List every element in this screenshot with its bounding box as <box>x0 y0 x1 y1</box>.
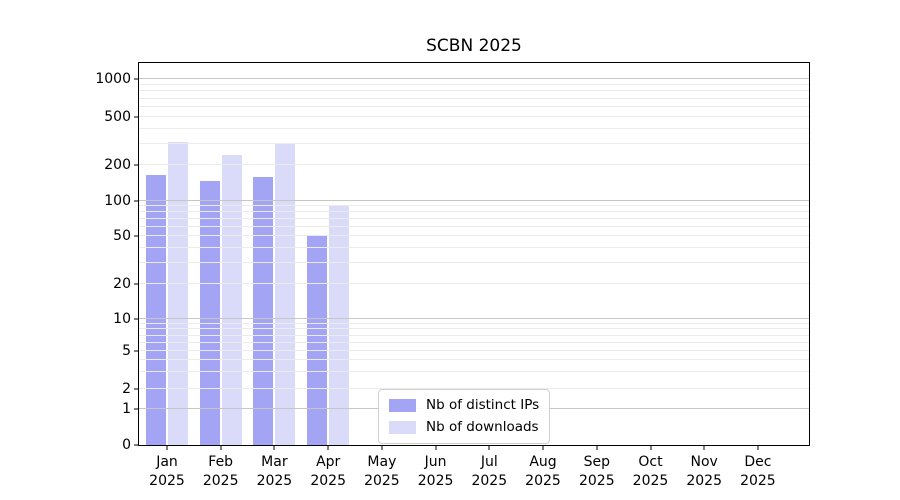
x-tick-year: 2025 <box>471 473 508 489</box>
gridline-minor <box>139 90 809 92</box>
x-tick-year: 2025 <box>417 473 454 489</box>
y-tick-label: 0 <box>122 437 131 453</box>
y-tick-mark <box>134 200 139 202</box>
x-tick-mark <box>596 445 598 450</box>
x-tick-mark <box>703 445 705 450</box>
x-tick-month: May <box>367 454 397 470</box>
x-tick-mark <box>273 445 275 450</box>
x-tick-year: 2025 <box>364 473 400 489</box>
y-tick-label: 500 <box>104 109 131 125</box>
y-tick-label: 50 <box>113 228 131 244</box>
y-tick-mark <box>134 444 139 446</box>
bar-distinct-ips <box>307 236 328 445</box>
legend-label: Nb of distinct IPs <box>426 397 540 413</box>
x-tick-month: Nov <box>690 454 718 470</box>
x-tick-mark <box>435 445 437 450</box>
y-tick-mark <box>134 116 139 118</box>
x-tick-month: Jun <box>424 454 447 470</box>
x-tick-year: 2025 <box>740 473 776 489</box>
y-tick-mark <box>134 350 139 352</box>
x-tick-month: Dec <box>744 454 772 470</box>
x-tick-label: Jun 2025 <box>401 453 471 491</box>
y-tick-label: 2 <box>122 381 131 397</box>
y-tick-mark <box>134 283 139 285</box>
bar-downloads <box>168 142 188 445</box>
bar-distinct-ips <box>253 177 274 445</box>
x-tick-year: 2025 <box>149 473 185 489</box>
x-tick-month: Aug <box>529 454 557 470</box>
x-tick-year: 2025 <box>525 473 561 489</box>
x-tick-label: May 2025 <box>347 453 417 491</box>
legend-swatch-downloads <box>389 420 416 434</box>
gridline-major <box>139 78 809 79</box>
y-tick-mark <box>134 235 139 237</box>
x-tick-label: Sep 2025 <box>562 453 632 491</box>
y-tick-label: 200 <box>104 157 131 173</box>
x-tick-mark <box>327 445 329 450</box>
x-tick-year: 2025 <box>310 473 346 489</box>
x-tick-label: Feb 2025 <box>186 453 256 491</box>
gridline-minor <box>139 116 809 117</box>
gridline-minor <box>139 106 809 107</box>
x-tick-month: Jan <box>156 454 178 470</box>
y-tick-mark <box>134 408 139 410</box>
x-tick-label: Nov 2025 <box>669 453 739 491</box>
x-tick-year: 2025 <box>202 473 239 489</box>
x-tick-mark <box>650 445 651 450</box>
bar-downloads <box>221 155 242 445</box>
gridline-minor <box>139 142 809 144</box>
legend-label: Nb of downloads <box>426 419 539 435</box>
y-tick-label: 1000 <box>95 71 131 87</box>
plot-area: Nb of distinct IPs Nb of downloads 0 1 2 5 10… <box>95 62 810 489</box>
bar-distinct-ips <box>146 175 166 445</box>
x-tick-label: Jan 2025 <box>132 453 202 491</box>
x-tick-mark <box>166 445 168 450</box>
x-tick-label: Aug 2025 <box>508 453 578 491</box>
x-tick-year: 2025 <box>632 473 669 489</box>
y-tick-label: 1 <box>122 401 131 417</box>
bar-distinct-ips <box>199 181 220 445</box>
x-tick-year: 2025 <box>578 473 615 489</box>
x-tick-mark <box>542 445 544 450</box>
x-tick-month: Sep <box>583 454 610 470</box>
legend: Nb of distinct IPs Nb of downloads <box>378 389 551 444</box>
x-tick-mark <box>488 445 490 450</box>
legend-row: Nb of downloads <box>389 419 539 435</box>
x-tick-mark <box>381 445 383 450</box>
y-tick-mark <box>134 78 139 80</box>
y-tick-mark <box>134 388 139 390</box>
x-tick-year: 2025 <box>256 473 293 489</box>
x-tick-month: Jul <box>480 454 498 470</box>
legend-swatch-distinct-ips <box>389 398 416 412</box>
bar-downloads <box>275 143 296 445</box>
x-tick-month: Oct <box>638 454 663 470</box>
gridline-minor <box>139 83 809 85</box>
x-tick-label: Jul 2025 <box>454 453 524 491</box>
y-tick-label: 10 <box>113 311 131 327</box>
y-tick-label: 5 <box>122 343 131 359</box>
y-tick-mark <box>134 164 139 166</box>
x-tick-label: Apr 2025 <box>293 453 363 491</box>
bar-downloads <box>329 204 350 445</box>
x-tick-month: Mar <box>261 454 288 470</box>
x-tick-month: Feb <box>208 454 234 470</box>
y-tick-label: 20 <box>113 276 131 292</box>
y-tick-mark <box>134 318 139 320</box>
x-tick-year: 2025 <box>686 473 722 489</box>
x-tick-mark <box>757 445 759 450</box>
gridline-minor <box>139 97 809 99</box>
x-tick-label: Dec 2025 <box>723 453 793 491</box>
x-tick-month: Apr <box>316 454 341 470</box>
x-tick-label: Mar 2025 <box>239 453 309 491</box>
x-tick-label: Oct 2025 <box>616 453 686 491</box>
x-tick-mark <box>220 445 222 450</box>
chart-title: SCBN 2025 <box>426 36 522 56</box>
gridline-minor <box>139 127 809 129</box>
legend-row: Nb of distinct IPs <box>389 397 539 413</box>
y-tick-label: 100 <box>104 193 131 209</box>
